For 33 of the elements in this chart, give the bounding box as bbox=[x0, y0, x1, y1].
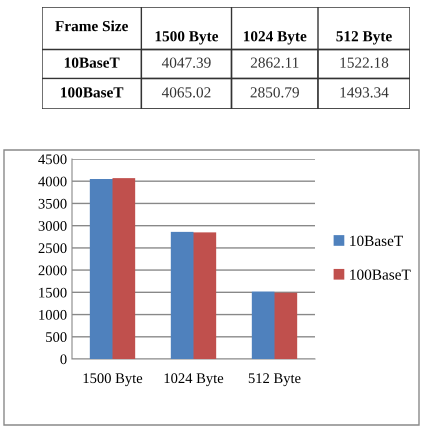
x-tick-label: 512 Byte bbox=[248, 373, 301, 386]
y-tick-label: 0 bbox=[60, 354, 67, 364]
text: Frame Size bbox=[55, 20, 128, 32]
legend-label: 10BaseT bbox=[350, 236, 403, 246]
bar bbox=[90, 179, 112, 359]
data-label: 2850.79 bbox=[250, 87, 299, 98]
y-tick-label: 1500 bbox=[39, 288, 67, 298]
data-label: 1522.18 bbox=[340, 57, 388, 68]
bar bbox=[112, 178, 136, 359]
x-tick-label: 1500 Byte bbox=[84, 373, 142, 386]
x-tick-label: 1024 Byte bbox=[244, 31, 306, 45]
data-label: 1493.34 bbox=[340, 87, 389, 98]
y-tick-label: 4000 bbox=[38, 176, 67, 186]
y-tick-label: 10BaseT bbox=[64, 57, 120, 68]
data-label: 2862.11 bbox=[250, 57, 298, 68]
x-tick-label: 512 Byte bbox=[336, 31, 392, 45]
y-tick-label: 500 bbox=[46, 332, 67, 342]
y-tick-label: 2000 bbox=[38, 265, 67, 276]
y-tick-label: 1000 bbox=[39, 310, 67, 320]
data-label: 4065.02 bbox=[162, 87, 210, 98]
y-tick-label: 4500 bbox=[38, 154, 67, 164]
x-tick-label: 1500 Byte bbox=[156, 31, 218, 45]
y-tick-label: 3500 bbox=[38, 198, 67, 209]
x-tick-label: 1024 Byte bbox=[164, 373, 224, 386]
bar bbox=[274, 292, 298, 359]
bar bbox=[252, 291, 274, 359]
y-tick-label: 2500 bbox=[38, 243, 67, 254]
bar bbox=[194, 232, 216, 359]
y-tick-label: 100BaseT bbox=[61, 87, 124, 98]
bar bbox=[170, 232, 194, 359]
data-label: 4047.39 bbox=[162, 57, 211, 68]
legend-label: 100BaseT bbox=[350, 269, 411, 280]
y-tick-label: 3000 bbox=[38, 221, 67, 231]
